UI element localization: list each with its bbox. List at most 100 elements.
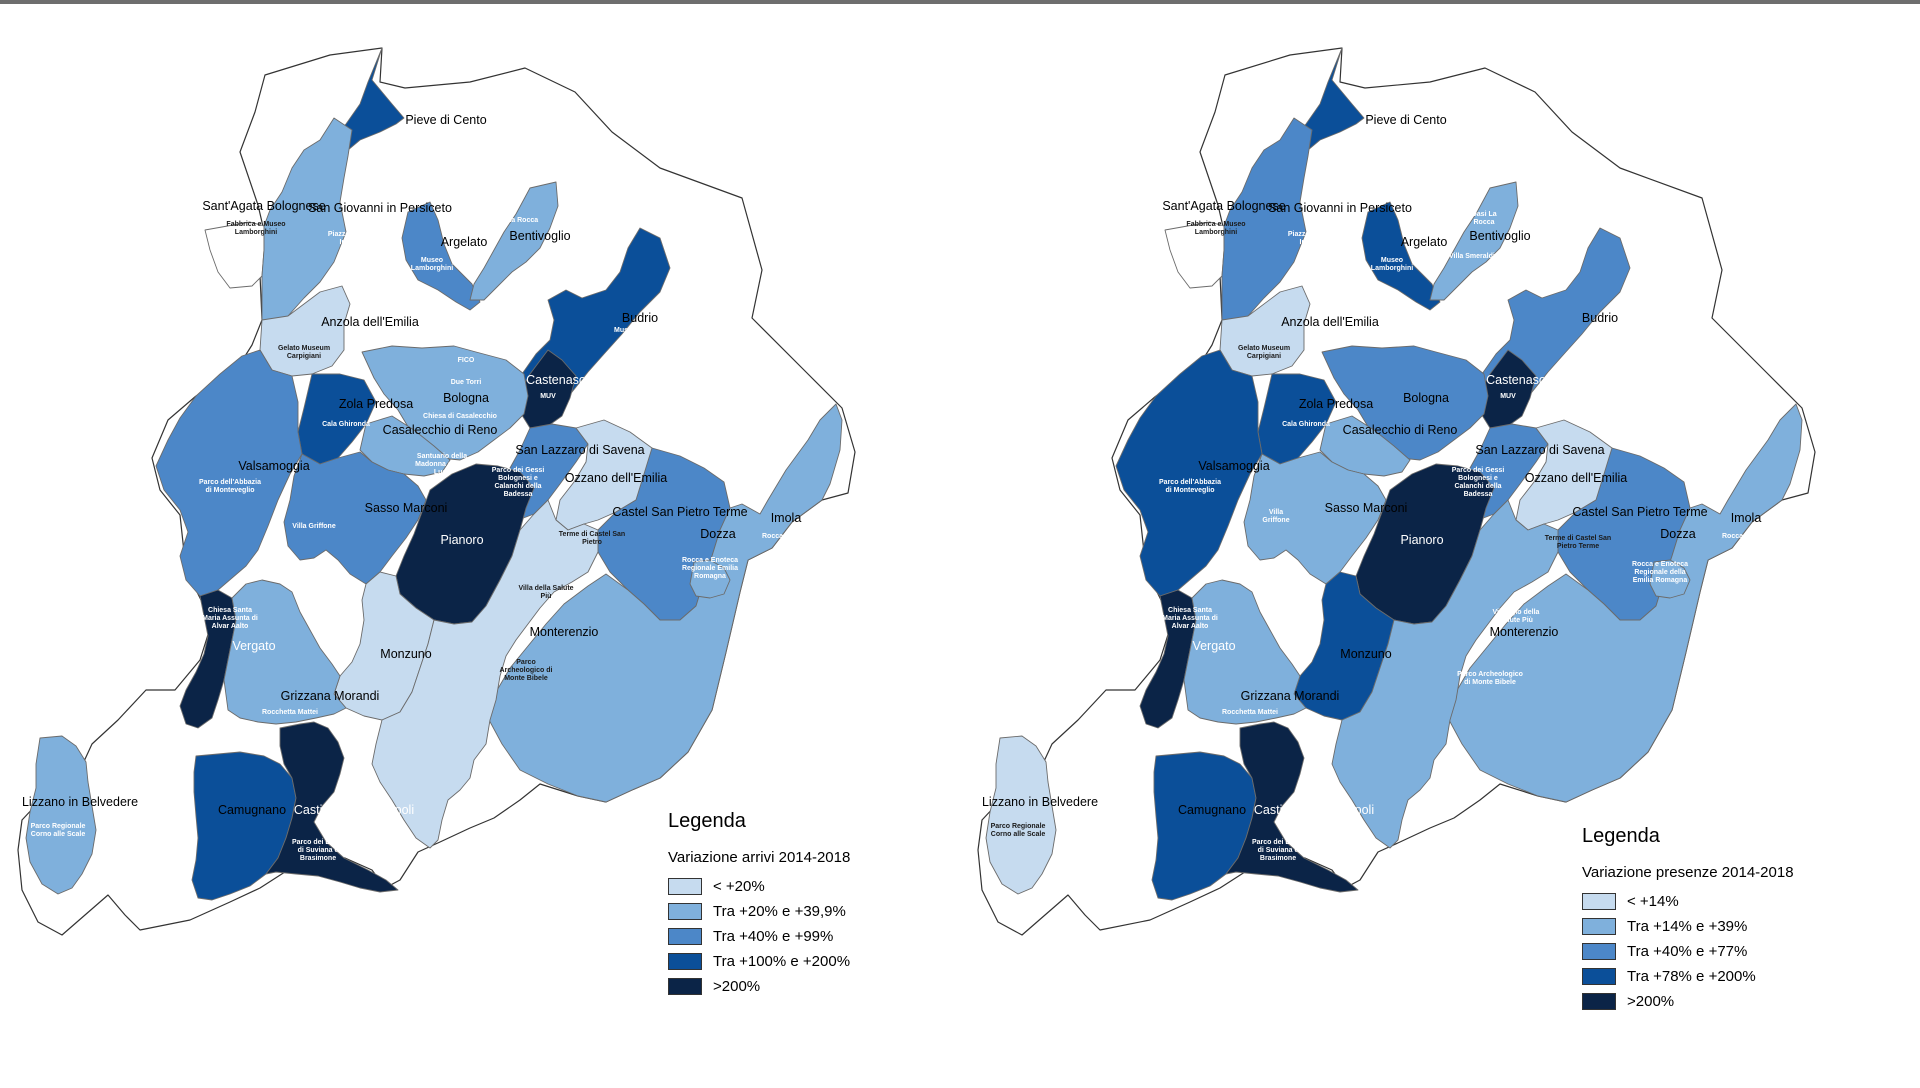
town-label-sangiovanni: San Giovanni in Persiceto (1268, 201, 1412, 215)
town-label-camugnano: Camugnano (1178, 803, 1246, 817)
town-label-bologna: Bologna (1403, 391, 1449, 405)
poi-label-fabbrica: Fabbrica e Museo Lamborghini (1186, 221, 1245, 236)
poi-label-rocca_enoteca: Rocca e Enoteca Regionale della Emilia Rom… (1632, 561, 1688, 584)
municipality-monterenzio (371, 499, 599, 849)
poi-label-rocca_enoteca: Rocca e Enoteca Regionale Emilia Romagna (682, 557, 738, 580)
legend-title: Legenda (1582, 825, 1660, 847)
municipality-bologna (361, 345, 529, 461)
top-rule (0, 0, 1920, 4)
municipality-valsamoggia (155, 349, 303, 597)
town-label-argelato: Argelato (441, 235, 488, 249)
poi-label-museo_arte: Museo d'Arte Magi 900 (470, 107, 546, 114)
poi-label-muv: MUV (540, 393, 556, 400)
town-label-castenaso: Castenaso (1486, 373, 1546, 387)
town-label-sanlazzaro: San Lazzaro di Savena (515, 443, 644, 457)
legend-swatch (668, 953, 702, 970)
municipality-camugnano (1151, 751, 1257, 901)
map-panel-arrivi: Museo d'Arte Magi 900 Fabbrica e Museo Lam… (17, 47, 856, 995)
poi-label-fabbrica: Fabbrica e Museo Lamborghini (226, 221, 285, 236)
poi-label-duetorri: Due Torri (451, 379, 482, 386)
municipality-zola (1257, 373, 1337, 465)
poi-label-abbazia: Parco dell'Abbazia di Monteveglio (1159, 479, 1221, 494)
town-label-budrio: Budrio (622, 311, 658, 325)
municipality-valsamoggia (1115, 349, 1263, 597)
legend-label: Tra +14% e +39% (1627, 918, 1748, 935)
town-label-monterenzio: Monterenzio (1490, 625, 1559, 639)
town-label-sangiovanni: San Giovanni in Persiceto (308, 201, 452, 215)
poi-label-gessi: Parco dei Gessi Bolognesi e Calanchi della… (1452, 467, 1505, 498)
poi-label-museo_arte: Museo d'Arte Magi 900 (1430, 107, 1506, 114)
town-label-pianoro: Pianoro (440, 533, 483, 547)
poi-label-ghironda: Cala Ghironda (1282, 421, 1330, 428)
poi-label-aalto: Chiesa Santa Maria Assunta di Alvar Aalto (1162, 607, 1218, 630)
poi-label-laghi: Parco dei Laghi di Suviana e Brasimone (292, 839, 344, 862)
municipality-lizzano (25, 735, 97, 895)
town-label-castenaso: Castenaso (526, 373, 586, 387)
town-label-casalecchio: Casalecchio di Reno (1343, 423, 1458, 437)
poi-label-teatro: Teatro Zuppilli (1356, 145, 1381, 160)
town-label-castiglione: Castiglione dei Pepoli (1254, 803, 1374, 817)
town-label-santagata: Sant'Agata Bolognese (1162, 199, 1285, 213)
legend-subtitle: Variazione presenze 2014-2018 (1582, 864, 1794, 881)
town-label-pianoro: Pianoro (1400, 533, 1443, 547)
municipality-castiglione (265, 721, 399, 893)
town-label-ozzano: Ozzano dell'Emilia (565, 471, 667, 485)
town-label-anzola: Anzola dell'Emilia (321, 315, 419, 329)
legend-subtitle: Variazione arrivi 2014-2018 (668, 849, 851, 866)
town-label-budrio: Budrio (1582, 311, 1618, 325)
poi-label-gessi: Parco dei Gessi Bolognesi e Calanchi della… (492, 467, 545, 498)
town-label-lizzano: Lizzano in Belvedere (982, 795, 1098, 809)
municipality-santagata (204, 221, 265, 289)
legend-label: Tra +40% e +77% (1627, 943, 1748, 960)
poi-label-gelato: Gelato Museum Carpigiani (1238, 345, 1290, 360)
legend-label: < +20% (713, 878, 765, 895)
municipality-ozzano (555, 419, 667, 531)
poi-label-griffone: Villa Griffone (292, 523, 336, 530)
legend-swatch (1582, 943, 1616, 960)
town-label-bologna: Bologna (443, 391, 489, 405)
municipality-grizzana (223, 579, 347, 725)
legend-label: < +14% (1627, 893, 1679, 910)
legend-swatch (668, 878, 702, 895)
poi-label-terme: Terme di Castel San Pietro Terme (1545, 535, 1611, 550)
legend-row: < +14% (1582, 889, 1794, 914)
town-label-dozza: Dozza (1660, 527, 1695, 541)
municipality-argelato (401, 201, 481, 311)
town-label-bentivoglio: Bentivoglio (1469, 229, 1530, 243)
town-label-camugnano: Camugnano (218, 803, 286, 817)
poi-label-corno: Parco Regionale Corno alle Scale (991, 823, 1046, 838)
poi-label-oasi: Oasi La Rocca (1471, 211, 1496, 226)
town-label-casalecchio: Casalecchio di Reno (383, 423, 498, 437)
town-label-vergato: Vergato (232, 639, 275, 653)
poi-label-piazzetta: Piazzetta degli Ingannì (1288, 231, 1336, 246)
town-label-argelato: Argelato (1401, 235, 1448, 249)
municipality-dozza (689, 559, 731, 599)
choropleth-map-presenze: Museo d'Arte Magi 900 Teatro Zuppilli Fabbr… (977, 47, 1816, 936)
municipality-imola (1447, 403, 1803, 803)
poi-label-salute: Villaggio della Salute Più (1493, 609, 1540, 624)
poi-label-rocca_sforzesca: Rocca Sforzesca (1722, 533, 1778, 540)
municipality-lizzano (985, 735, 1057, 895)
municipality-ozzano (1515, 419, 1627, 531)
town-label-grizzana: Grizzana Morandi (281, 689, 380, 703)
town-label-vergato: Vergato (1192, 639, 1235, 653)
legend-row: Tra +14% e +39% (1582, 914, 1794, 939)
municipality-sasso (283, 451, 427, 585)
legend-label: Tra +78% e +200% (1627, 968, 1756, 985)
legend-row: Tra +100% e +200% (668, 949, 850, 974)
poi-label-smeraldina: Villa Smeraldina (1449, 253, 1503, 260)
municipality-zola (297, 373, 377, 465)
legend-label: Tra +40% e +99% (713, 928, 834, 945)
municipality-dozza (1649, 559, 1691, 599)
legend-title: Legenda (668, 810, 746, 832)
legend-label: >200% (713, 978, 761, 995)
town-label-dozza: Dozza (700, 527, 735, 541)
legend-row: >200% (1582, 989, 1794, 1014)
municipality-imola (487, 403, 843, 803)
municipality-grizzana (1183, 579, 1307, 725)
town-label-castiglione: Castiglione dei Pepoli (294, 803, 414, 817)
legend-swatch (668, 978, 702, 995)
poi-label-museo_lamb: Museo Lamborghini (1371, 257, 1413, 272)
municipality-camugnano (191, 751, 297, 901)
town-label-castelsanpietro: Castel San Pietro Terme (612, 505, 747, 519)
